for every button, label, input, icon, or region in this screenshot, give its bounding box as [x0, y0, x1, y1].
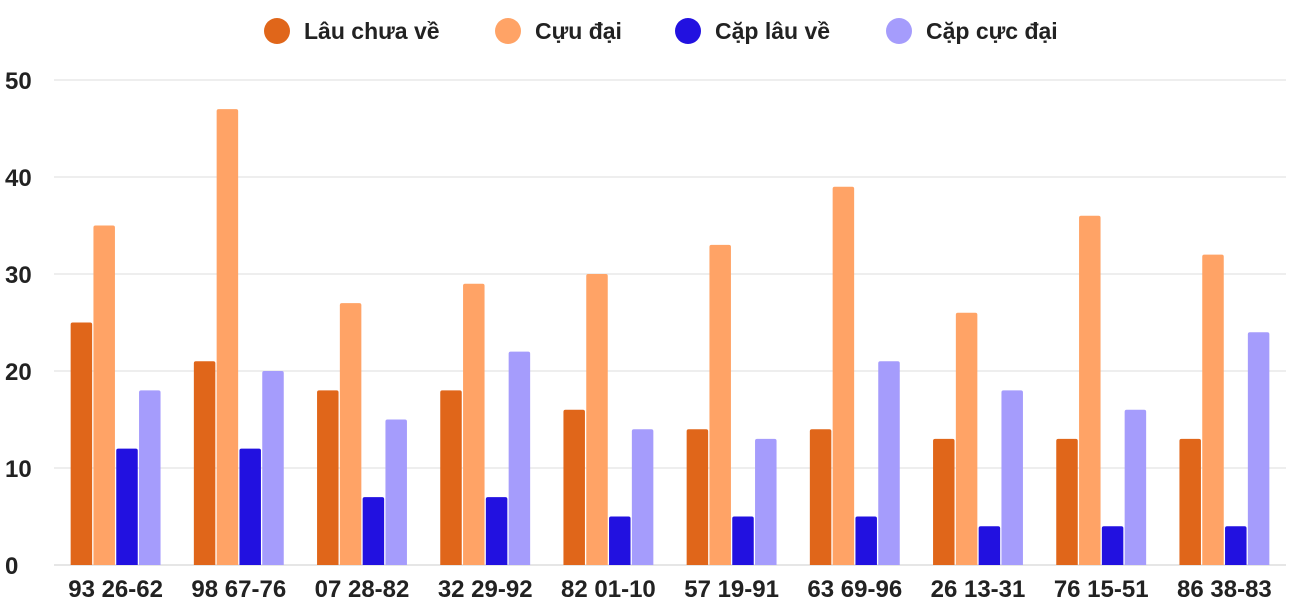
bar [1124, 409, 1147, 565]
x-tick-label: 63 69-96 [807, 576, 902, 600]
x-tick-label: 26 13-31 [931, 576, 1026, 600]
x-tick-label: 76 15-51 [1054, 576, 1149, 600]
bar [832, 186, 855, 565]
x-axis: 93 26-62 98 67-76 07 28-82 32 29-92 82 01-10… [68, 576, 1272, 600]
legend-label: Cặp cực đại [926, 18, 1058, 44]
bar [239, 448, 261, 565]
bar [809, 429, 832, 565]
bar [933, 438, 955, 565]
y-tick-label: 50 [5, 68, 32, 95]
bar [1202, 254, 1224, 565]
bar [978, 526, 1001, 565]
x-tick-label: 32 29-92 [438, 576, 533, 600]
legend-label: Lâu chưa về [304, 18, 440, 44]
bar [70, 322, 93, 565]
bar [508, 351, 531, 565]
y-tick-label: 40 [5, 165, 32, 192]
bar [139, 390, 161, 565]
bars [70, 109, 1270, 566]
legend-swatch [495, 18, 521, 44]
bar [609, 516, 631, 565]
bar [755, 438, 777, 565]
x-tick-label: 98 67-76 [191, 576, 286, 600]
y-tick-label: 20 [5, 359, 32, 386]
bar [193, 361, 216, 565]
bar [317, 390, 339, 565]
x-tick-label: 82 01-10 [561, 576, 656, 600]
bar [1225, 526, 1247, 565]
bar [878, 361, 900, 565]
bar [440, 390, 462, 565]
bar [362, 497, 385, 565]
bar [563, 409, 585, 565]
bar [216, 109, 239, 565]
bar [855, 516, 877, 565]
legend-swatch [264, 18, 290, 44]
grid-lines [54, 79, 1286, 566]
legend-label: Cựu đại [535, 18, 622, 44]
y-tick-label: 10 [5, 456, 32, 483]
bar [1247, 332, 1270, 565]
y-tick-label: 30 [5, 262, 32, 289]
legend-label: Cặp lâu về [715, 18, 830, 44]
bar [686, 429, 709, 565]
bar [485, 497, 508, 565]
bar [1001, 390, 1023, 565]
bar [463, 283, 485, 565]
y-tick-label: 0 [5, 553, 18, 580]
bar [732, 516, 754, 565]
bar [116, 448, 138, 565]
bar [1056, 438, 1078, 565]
bar [93, 225, 115, 565]
x-tick-label: 86 38-83 [1177, 576, 1272, 600]
bar [1179, 438, 1201, 565]
bar [586, 274, 608, 565]
bar [1101, 526, 1124, 565]
bar [262, 371, 284, 565]
bar [1079, 215, 1101, 566]
x-tick-label: 93 26-62 [68, 576, 163, 600]
legend-swatch [675, 18, 701, 44]
legend: Lâu chưa về Cựu đại Cặp lâu về Cặp cực đại [264, 18, 1058, 44]
x-tick-label: 57 19-91 [684, 576, 779, 600]
y-axis: 0 10 20 30 40 50 [5, 68, 32, 580]
x-tick-label: 07 28-82 [315, 576, 410, 600]
bar [631, 429, 654, 565]
bar [339, 303, 362, 565]
bar [955, 312, 978, 565]
bar [385, 419, 407, 565]
bar [709, 244, 731, 565]
legend-swatch [886, 18, 912, 44]
